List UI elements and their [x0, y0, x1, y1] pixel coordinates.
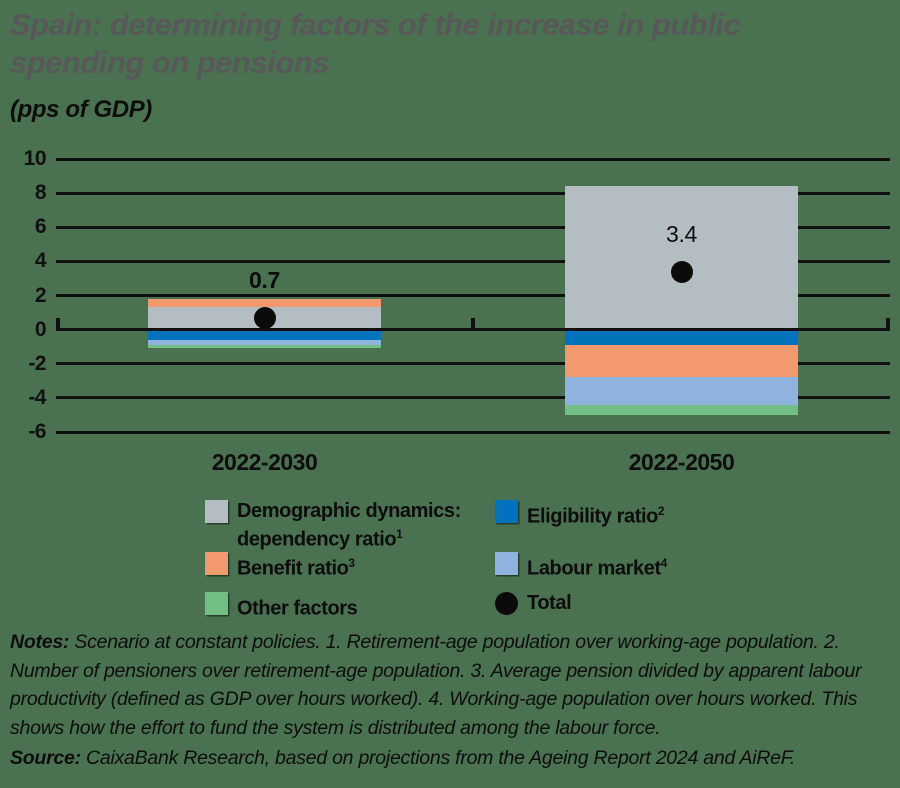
gridline	[56, 191, 890, 195]
legend-label-total: Total	[527, 592, 572, 614]
source-text: CaixaBank Research, based on projections…	[80, 747, 796, 769]
legend-item-benefit-ratio: Benefit ratio3	[205, 552, 355, 581]
total-value-label-2022-2050: 3.4	[665, 220, 698, 247]
notes-label: Notes:	[10, 631, 70, 653]
legend-swatch-demographic-icon	[205, 500, 228, 523]
gridline	[56, 259, 890, 263]
chart-subtitle: (pps of GDP)	[10, 96, 152, 123]
bar-segment-benefit-2022-2030	[148, 298, 381, 308]
legend-label-labour: Labour market4	[527, 557, 667, 580]
y-tick-label: -6	[28, 420, 46, 443]
legend-label-benefit: Benefit ratio3	[237, 557, 355, 580]
legend-total-dot-icon	[495, 592, 518, 615]
legend-swatch-eligibility-icon	[495, 500, 518, 523]
bar-segment-eligibility-2022-2030	[148, 329, 381, 340]
gridline	[56, 430, 890, 434]
y-tick-label: 4	[34, 249, 47, 273]
y-tick-label: -2	[28, 351, 46, 375]
y-tick-label: 0	[34, 317, 47, 341]
gridline	[56, 294, 890, 297]
chart-title: Spain: determining factors of the increa…	[10, 6, 880, 82]
legend-item-demographic-dynamics: Demographic dynamics: dependency ratio1	[205, 500, 492, 552]
bar-segment-benefit-2022-2050	[565, 344, 798, 378]
y-tick-label: 8	[34, 181, 47, 205]
bar-segment-eligibility-2022-2050	[565, 329, 798, 345]
bar-segment-other-2022-2050	[565, 404, 798, 415]
y-tick-label: 2	[34, 283, 47, 307]
y-tick-label: -4	[28, 385, 46, 409]
legend-label-other: Other factors	[237, 597, 358, 620]
gridline	[56, 225, 890, 229]
bar-segment-labour-2022-2050	[565, 377, 798, 405]
bar-segment-labour-2022-2030	[148, 339, 381, 345]
legend-swatch-other-icon	[205, 592, 228, 615]
gridline	[56, 396, 890, 400]
legend-swatch-labour-icon	[495, 552, 518, 575]
legend-swatch-benefit-icon	[205, 552, 228, 575]
y-tick-label: 6	[34, 215, 47, 239]
zero-axis-tick-mark	[886, 317, 890, 330]
chart-title-line1: Spain: determining factors of the increa…	[10, 7, 741, 42]
zero-axis-tick-mark	[56, 317, 60, 330]
bar-segment-demographic-2022-2050	[565, 186, 798, 330]
zero-axis-tick-mark	[471, 317, 475, 330]
legend-item-other-factors: Other factors	[205, 592, 358, 621]
chart-title-line2: spending on pensions	[10, 45, 329, 80]
gridline	[56, 157, 890, 161]
legend-label-demographic: Demographic dynamics: dependency ratio1	[237, 500, 461, 551]
notes: Notes: Scenario at constant policies. 1.…	[10, 628, 896, 742]
source-label: Source:	[10, 747, 81, 769]
legend-item-total: Total	[495, 592, 572, 615]
total-value-label-2022-2030: 0.7	[248, 266, 281, 293]
bar-segment-other-2022-2030	[148, 344, 381, 349]
chart-plot-area: 0.7 3.4 2022-2030 2022-2050 10 8 6 4 2 0 -2 -4 -…	[23, 147, 890, 475]
x-axis-label-2022-2030: 2022-2030	[211, 449, 318, 475]
total-dot-2022-2030	[253, 306, 276, 329]
total-dot-2022-2050	[670, 260, 693, 283]
legend-label-eligibility: Eligibility ratio2	[527, 505, 665, 528]
notes-text: Scenario at constant policies. 1. Retire…	[10, 631, 862, 739]
source: Source: CaixaBank Research, based on pro…	[10, 744, 896, 773]
legend-item-labour-market: Labour market4	[495, 552, 667, 581]
gridline	[56, 328, 890, 332]
x-axis-label-2022-2050: 2022-2050	[628, 449, 735, 475]
gridline	[56, 362, 890, 366]
legend-item-eligibility-ratio: Eligibility ratio2	[495, 500, 664, 529]
y-tick-label: 10	[23, 147, 47, 170]
